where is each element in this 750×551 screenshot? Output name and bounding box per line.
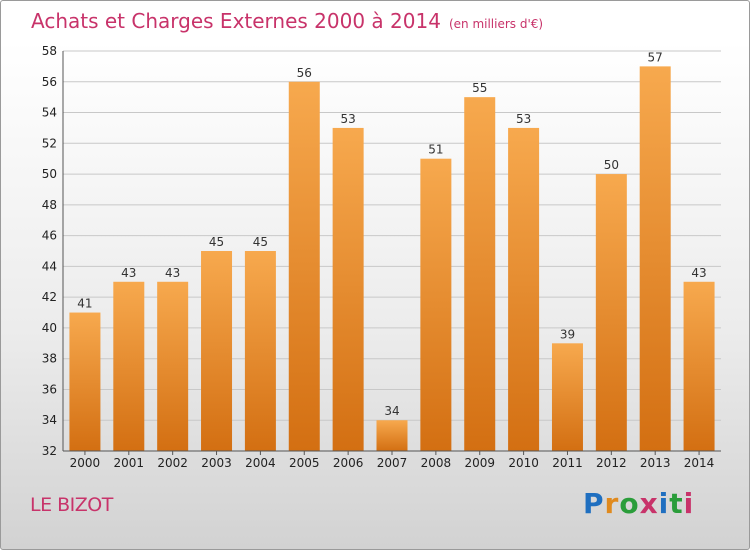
value-label-2012: 50 [604, 158, 619, 172]
bar-2012 [595, 174, 627, 452]
x-tick-label: 2011 [552, 456, 583, 470]
bar-2003 [201, 251, 233, 451]
x-tick-label: 2001 [114, 456, 145, 470]
value-label-2004: 45 [253, 235, 268, 249]
y-tick-label: 36 [42, 382, 57, 396]
y-tick-label: 54 [42, 106, 57, 120]
y-tick-label: 40 [42, 321, 57, 335]
bar-2007 [376, 420, 408, 451]
bar-2011 [551, 343, 583, 451]
x-tick-label: 2008 [421, 456, 452, 470]
y-tick-label: 44 [42, 259, 57, 273]
x-tick-label: 2002 [157, 456, 188, 470]
logo-letter: r [604, 487, 620, 520]
logo-letter: i [683, 487, 695, 520]
y-tick-label: 50 [42, 167, 57, 181]
x-tick-label: 2000 [70, 456, 101, 470]
value-label-2010: 53 [516, 112, 531, 126]
logo-letter: P [583, 487, 605, 520]
bar-2014 [683, 281, 715, 451]
x-tick-label: 2014 [684, 456, 715, 470]
chart-title: Achats et Charges Externes 2000 à 2014 (e… [31, 9, 543, 33]
logo-letter: x [639, 487, 659, 520]
x-tick-label: 2006 [333, 456, 364, 470]
y-tick-label: 34 [42, 413, 57, 427]
value-label-2008: 51 [428, 143, 443, 157]
value-label-2000: 41 [77, 297, 92, 311]
y-tick-label: 32 [42, 444, 57, 458]
y-tick-label: 46 [42, 229, 57, 243]
chart-unit: (en milliers d'€) [448, 17, 544, 31]
proxiti-logo: Proxiti [583, 487, 694, 520]
value-label-2009: 55 [472, 81, 487, 95]
value-label-2011: 39 [560, 327, 575, 341]
bar-2001 [113, 281, 145, 451]
value-label-2006: 53 [340, 112, 355, 126]
x-tick-label: 2007 [377, 456, 408, 470]
x-tick-label: 2005 [289, 456, 320, 470]
bar-2004 [244, 251, 276, 451]
y-tick-label: 52 [42, 136, 57, 150]
value-label-2003: 45 [209, 235, 224, 249]
axes: 32 34 36 38 40 42 44 46 48 50 52 54 56 58 2000 2001 2002… [42, 44, 721, 470]
y-tick-label: 42 [42, 290, 57, 304]
x-tick-label: 2013 [640, 456, 671, 470]
x-tick-label: 2009 [464, 456, 495, 470]
bar-2005 [288, 81, 320, 452]
value-label-2013: 57 [648, 50, 663, 64]
logo-letter: t [669, 487, 684, 520]
value-label-2014: 43 [691, 266, 706, 280]
y-tick-label: 48 [42, 198, 57, 212]
chart-title-text: Achats et Charges Externes 2000 à 2014 [31, 9, 441, 33]
y-tick-label: 38 [42, 352, 57, 366]
y-tick-label: 56 [42, 75, 57, 89]
y-tick-label: 58 [42, 44, 57, 58]
bar-2013 [639, 66, 671, 451]
commune-name: LE BIZOT [30, 494, 113, 516]
bars: 41 43 43 45 45 56 53 34 51 55 53 39 50 57 43 [69, 50, 715, 452]
value-label-2005: 56 [297, 66, 312, 80]
bar-2006 [332, 127, 364, 451]
bar-2002 [157, 281, 189, 451]
bar-2000 [69, 312, 101, 451]
value-label-2001: 43 [121, 266, 136, 280]
value-label-2007: 34 [384, 404, 399, 418]
logo-letter: i [658, 487, 670, 520]
bar-2009 [464, 97, 496, 452]
x-tick-label: 2010 [508, 456, 539, 470]
logo-letter: o [619, 487, 640, 520]
bar-2010 [508, 127, 540, 451]
x-tick-label: 2012 [596, 456, 627, 470]
value-label-2002: 43 [165, 266, 180, 280]
x-tick-label: 2003 [201, 456, 232, 470]
x-tick-label: 2004 [245, 456, 276, 470]
bar-2008 [420, 158, 452, 451]
